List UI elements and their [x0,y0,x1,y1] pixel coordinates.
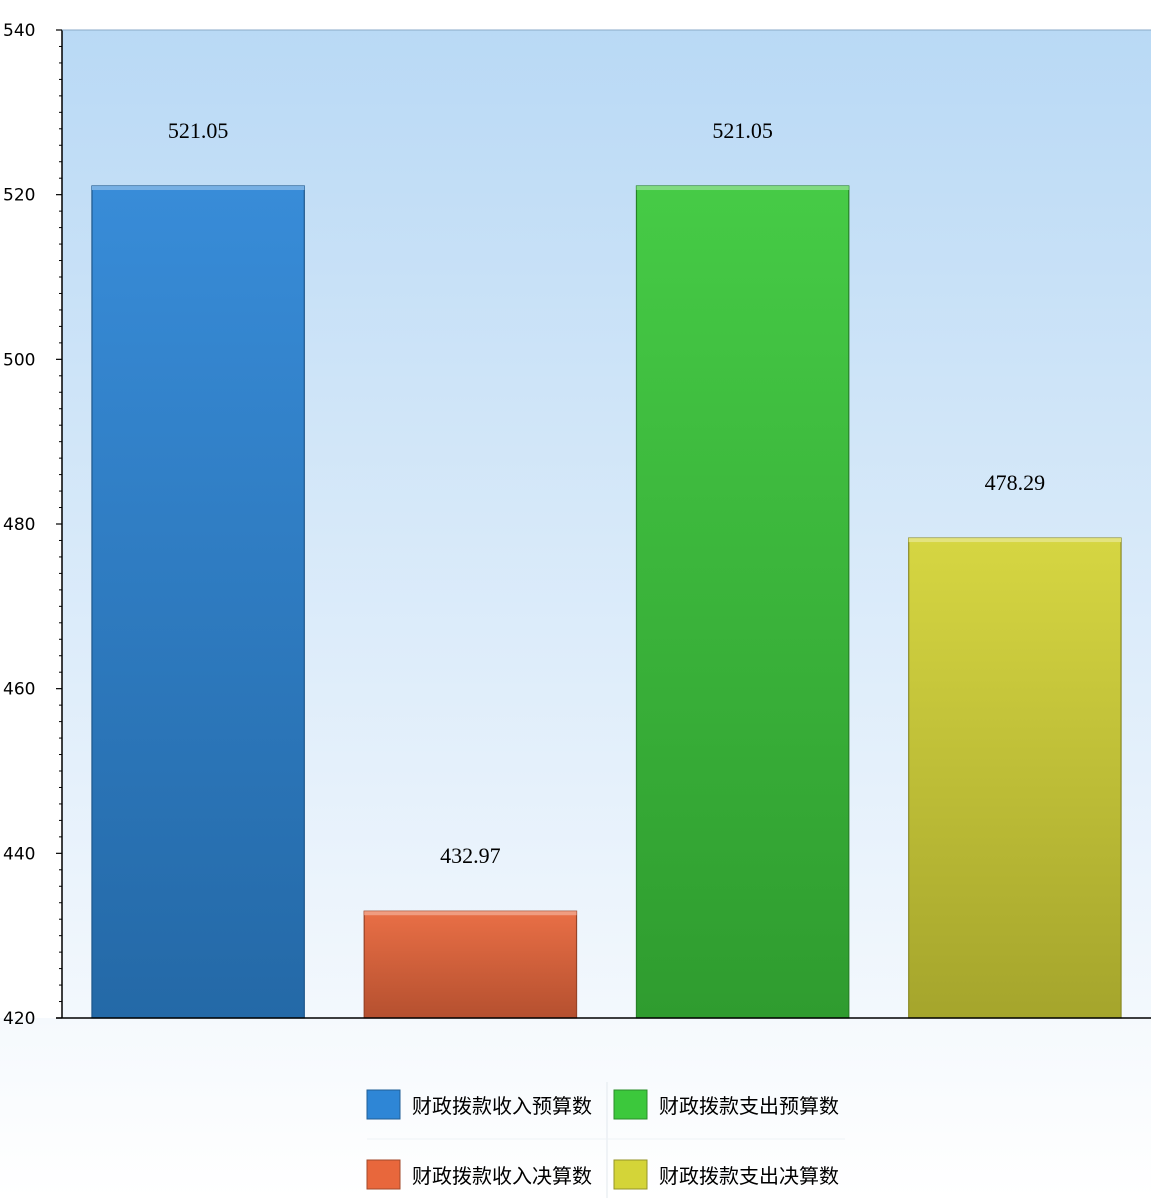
bar-3 [635,185,850,1019]
legend-swatch-4 [613,1159,648,1190]
bar-2-highlight [364,911,577,916]
y-tick-label-440: 440 [3,844,35,864]
legend-label-3: 财政拨款收入决算数 [412,1164,592,1188]
legend-swatch-2 [613,1089,648,1120]
legend-swatch-3 [366,1159,401,1190]
y-tick-label-500: 500 [3,350,35,370]
y-tick-label-420: 420 [3,1009,35,1029]
bar-1-highlight [91,186,305,191]
bar-2 [363,910,578,1019]
data-label-3: 521.05 [712,118,773,143]
legend-label-4: 财政拨款支出决算数 [659,1164,839,1188]
legend-area-background [0,1018,1151,1198]
y-tick-label-520: 520 [3,186,35,206]
y-tick-label-460: 460 [3,680,35,700]
legend-swatch-1 [366,1089,401,1120]
data-label-4: 478.29 [985,470,1046,495]
legend-label-1: 财政拨款收入预算数 [412,1094,592,1118]
data-label-1: 521.05 [168,118,229,143]
bars-layer [91,185,1122,1019]
bar-4-highlight [908,538,1122,543]
y-axis: 420 440 460 480 500 520 540 [3,21,1151,1029]
data-label-2: 432.97 [440,843,501,868]
bar-4 [908,537,1122,1019]
y-tick-label-480: 480 [3,515,35,535]
bar-3-highlight [636,186,849,191]
legend-label-2: 财政拨款支出预算数 [659,1094,839,1118]
y-tick-label-540: 540 [3,21,35,41]
bar-1 [91,185,305,1019]
data-labels-layer: 521.05 432.97 521.05 478.29 [168,118,1045,868]
